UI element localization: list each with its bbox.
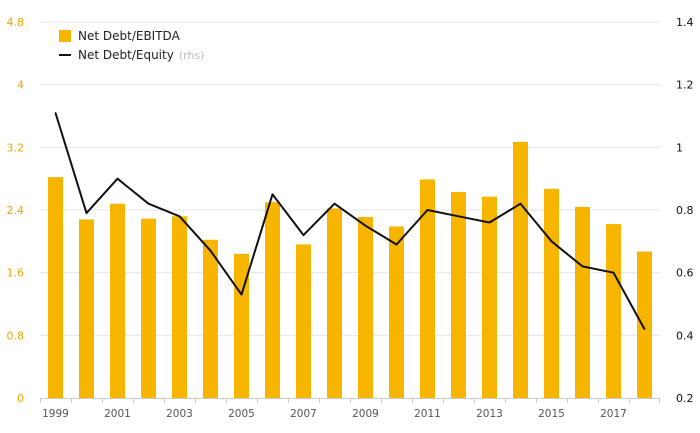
- bar-2013: [482, 196, 497, 398]
- line-series: [54, 112, 646, 330]
- bar-2015: [544, 188, 559, 398]
- point-2005: [240, 293, 243, 296]
- point-2013: [488, 221, 491, 224]
- point-2007: [302, 234, 305, 236]
- bar-2000: [79, 219, 94, 398]
- gridlines: [40, 21, 660, 336]
- line-net-debt-equity: [54, 112, 646, 330]
- x-axis-tick-label: 2011: [414, 408, 441, 420]
- x-axis-tick-label: 2005: [228, 408, 255, 420]
- right-axis-tick-label: 0.4: [676, 329, 694, 342]
- legend-label-net-debt-ebitda: Net Debt/EBITDA: [78, 29, 181, 43]
- bar-2016: [575, 206, 590, 398]
- point-2012: [457, 215, 460, 218]
- bar-2009: [358, 217, 373, 398]
- point-2006: [271, 193, 274, 196]
- point-2001: [116, 177, 119, 180]
- point-2008: [333, 202, 336, 205]
- x-axis-tick-label: 2001: [104, 408, 131, 420]
- point-2017: [612, 271, 615, 274]
- x-axis-tick-label: 2017: [600, 408, 627, 420]
- bar-2002: [141, 218, 156, 398]
- bar-2008: [327, 208, 342, 398]
- right-axis-tick-label: 1.4: [676, 16, 694, 29]
- legend-label-net-debt-equity: Net Debt/Equity: [78, 48, 174, 62]
- point-2000: [85, 212, 88, 214]
- point-2003: [178, 215, 181, 218]
- left-axis-tick-label: 2.4: [7, 204, 25, 217]
- point-2018: [643, 328, 646, 330]
- x-axis-tick-label: 2007: [290, 408, 317, 420]
- right-axis-tick-label: 0.8: [676, 204, 694, 217]
- point-2002: [147, 202, 150, 205]
- bar-2007: [296, 244, 311, 398]
- legend: Net Debt/EBITDA Net Debt/Equity (rhs): [59, 29, 204, 62]
- bar-2003: [172, 216, 187, 398]
- bar-2006: [265, 202, 280, 398]
- point-2011: [426, 209, 429, 211]
- point-2015: [550, 240, 553, 243]
- bar-2010: [389, 226, 404, 398]
- point-2014: [519, 202, 522, 205]
- left-axis-tick-label: 3.2: [7, 141, 25, 154]
- right-axis-tick-label: 1.2: [676, 79, 694, 92]
- x-axis-tick-label: 2015: [538, 408, 565, 420]
- x-axis-tick-label: 2013: [476, 408, 503, 420]
- left-axis-tick-label: 1.6: [7, 267, 25, 280]
- bar-2014: [513, 141, 528, 398]
- left-axis-tick-label: 4.8: [7, 16, 25, 29]
- x-axis-tick-label: 2003: [166, 408, 193, 420]
- x-axis-tick-label: 2009: [352, 408, 379, 420]
- point-2004: [209, 249, 212, 252]
- bar-2001: [110, 203, 125, 398]
- left-axis-tick-label: 0: [17, 392, 24, 405]
- x-axis-tick-label: 1999: [42, 408, 69, 420]
- right-axis-tick-label: 0.2: [676, 392, 694, 405]
- point-2010: [395, 243, 398, 246]
- bar-2017: [606, 224, 621, 398]
- legend-swatch-net-debt-ebitda: [59, 30, 71, 42]
- point-2016: [581, 265, 584, 268]
- right-axis-tick-label: 0.6: [676, 267, 694, 280]
- legend-note-rhs: (rhs): [179, 49, 205, 62]
- bar-2012: [451, 191, 466, 398]
- bar-2004: [203, 239, 218, 398]
- point-2009: [364, 224, 367, 227]
- axes: 0 0.8 1.6 2.4 3.2 4 4.8 0.2 0.4 0.6 0.8 1 1.2 1.4 1999…: [7, 16, 694, 420]
- left-axis-tick-label: 0.8: [7, 329, 25, 342]
- bar-series: [48, 141, 652, 398]
- bar-2018: [637, 251, 652, 398]
- bar-2011: [420, 179, 435, 398]
- point-1999: [54, 112, 57, 114]
- right-axis-tick-label: 1: [676, 141, 683, 154]
- left-axis-tick-label: 4: [17, 79, 24, 92]
- bar-1999: [48, 177, 63, 398]
